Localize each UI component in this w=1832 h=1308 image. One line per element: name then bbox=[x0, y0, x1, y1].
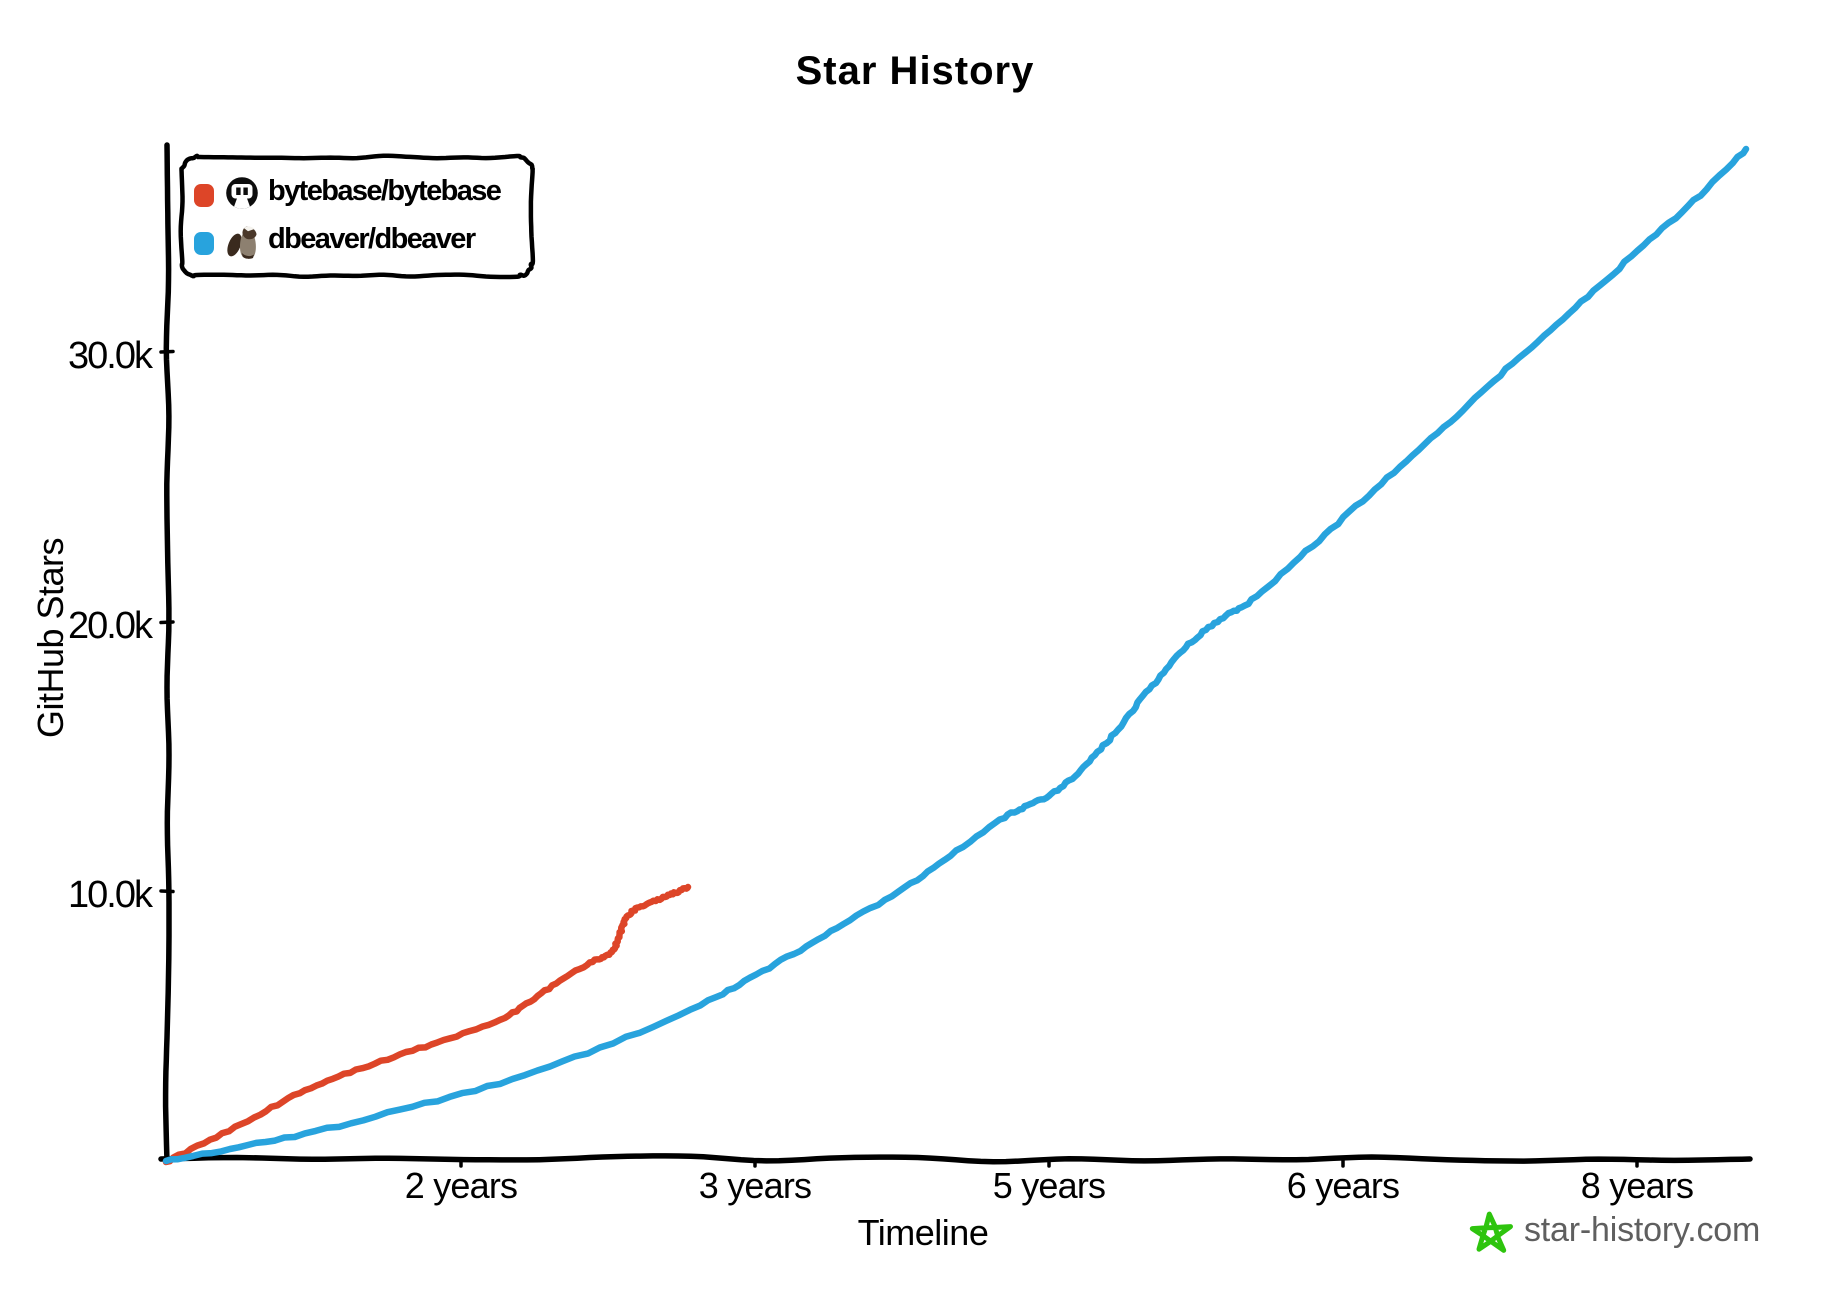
svg-text:8 years: 8 years bbox=[1581, 1165, 1693, 1206]
svg-text:10.0k: 10.0k bbox=[68, 874, 154, 916]
svg-text:star-history.com: star-history.com bbox=[1524, 1211, 1760, 1249]
svg-text:20.0k: 20.0k bbox=[68, 605, 154, 647]
svg-text:2 years: 2 years bbox=[405, 1165, 517, 1206]
svg-text:30.0k: 30.0k bbox=[68, 335, 154, 377]
svg-text:bytebase/bytebase: bytebase/bytebase bbox=[268, 175, 502, 207]
svg-text:Timeline: Timeline bbox=[858, 1212, 989, 1253]
svg-text:Star History: Star History bbox=[796, 49, 1035, 93]
svg-text:GitHub Stars: GitHub Stars bbox=[30, 538, 71, 738]
svg-text:3 years: 3 years bbox=[699, 1165, 811, 1206]
svg-text:5 years: 5 years bbox=[993, 1165, 1105, 1206]
svg-text:dbeaver/dbeaver: dbeaver/dbeaver bbox=[268, 223, 476, 255]
svg-text:6 years: 6 years bbox=[1287, 1165, 1399, 1206]
